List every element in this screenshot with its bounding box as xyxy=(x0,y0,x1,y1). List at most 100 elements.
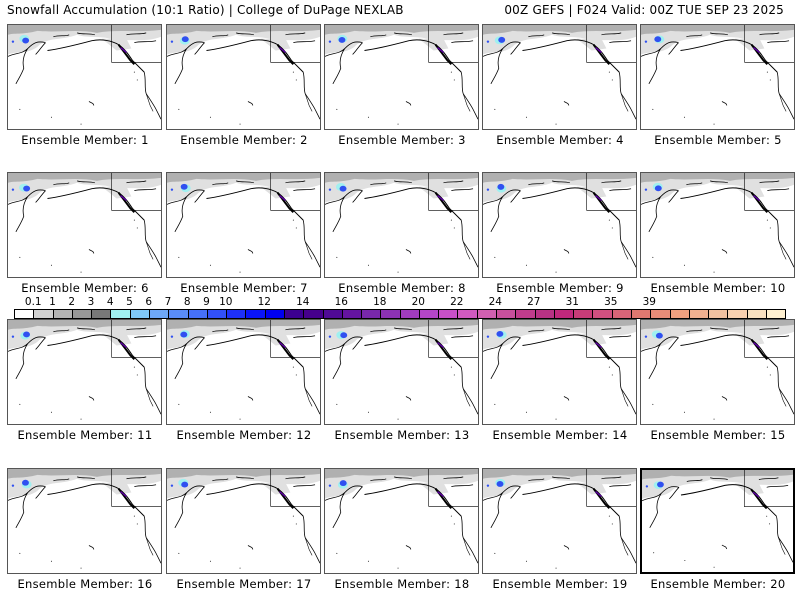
ensemble-member-map-1 xyxy=(7,24,162,130)
colorbar-swatch xyxy=(362,310,382,318)
colorbar-tick-label: 39 xyxy=(642,296,656,308)
colorbar-swatch xyxy=(516,310,536,318)
colorbar-labels: 0.1 1 2 3 4 5 6 7 8 9 10 12 14 16 18 20 22 24 27 31 35 39 xyxy=(14,296,786,308)
colorbar-swatch xyxy=(265,310,285,318)
snowfall-map xyxy=(483,25,636,125)
snowfall-map xyxy=(641,173,794,273)
colorbar-swatch xyxy=(535,310,555,318)
colorbar-swatch xyxy=(188,310,208,318)
ensemble-member-label: Ensemble Member: 9 xyxy=(496,281,624,295)
ensemble-member-map-17 xyxy=(166,468,321,574)
colorbar-swatch xyxy=(728,310,748,318)
colorbar-swatch xyxy=(34,310,54,318)
colorbar-tick-label: 22 xyxy=(450,296,464,308)
ensemble-member-label: Ensemble Member: 19 xyxy=(492,577,628,591)
ensemble-member-map-4 xyxy=(482,24,637,130)
colorbar-swatch xyxy=(419,310,440,318)
colorbar-tick-label: 3 xyxy=(87,296,95,308)
colorbar-swatch xyxy=(400,310,420,318)
snowfall-map xyxy=(167,469,320,569)
snowfall-map xyxy=(641,320,794,420)
snowfall-map xyxy=(641,25,794,125)
snowfall-map xyxy=(483,469,636,569)
snowfall-map xyxy=(8,25,161,125)
colorbar-swatch xyxy=(612,310,632,318)
ensemble-member-label: Ensemble Member: 17 xyxy=(176,577,312,591)
snowfall-map xyxy=(167,173,320,273)
colorbar-swatch xyxy=(207,310,228,318)
colorbar-swatch xyxy=(574,310,594,318)
colorbar-tick-label: 35 xyxy=(604,296,618,308)
colorbar-tick-label: 6 xyxy=(145,296,153,308)
ensemble-member-label: Ensemble Member: 10 xyxy=(650,281,786,295)
ensemble-member-label: Ensemble Member: 18 xyxy=(334,577,470,591)
ensemble-member-map-12 xyxy=(166,319,321,425)
ensemble-member-map-15 xyxy=(640,319,795,425)
colorbar-tick-label: 14 xyxy=(296,296,310,308)
colorbar-tick-label: 9 xyxy=(203,296,210,308)
ensemble-member-map-7 xyxy=(166,172,321,278)
map-title: Snowfall Accumulation (10:1 Ratio) | Col… xyxy=(7,3,404,17)
ensemble-member-map-11 xyxy=(7,319,162,425)
snowfall-map xyxy=(167,320,320,420)
ensemble-member-label: Ensemble Member: 15 xyxy=(650,428,786,442)
ensemble-member-label: Ensemble Member: 5 xyxy=(654,133,782,147)
colorbar-tick-label: 1 xyxy=(49,296,56,308)
colorbar-swatch xyxy=(342,310,363,318)
colorbar-swatch xyxy=(92,310,112,318)
colorbar-tick-label: 12 xyxy=(257,296,271,308)
colorbar-swatch xyxy=(381,310,401,318)
colorbar-tick-label: 0.1 xyxy=(24,296,42,308)
ensemble-member-map-3 xyxy=(324,24,479,130)
ensemble-member-map-5 xyxy=(640,24,795,130)
colorbar-swatch xyxy=(670,310,690,318)
colorbar-tick-label: 10 xyxy=(219,296,233,308)
colorbar-tick-label: 5 xyxy=(126,296,133,308)
colorbar-swatch xyxy=(709,310,729,318)
ensemble-member-map-19 xyxy=(482,468,637,574)
snowfall-map xyxy=(483,173,636,273)
snowfall-map xyxy=(167,25,320,125)
colorbar-tick-label: 4 xyxy=(106,296,114,308)
colorbar-swatch xyxy=(169,310,189,318)
colorbar-tick-label: 31 xyxy=(565,296,579,308)
ensemble-member-label: Ensemble Member: 7 xyxy=(180,281,308,295)
colorbar-swatch xyxy=(497,310,517,318)
colorbar-tick-label: 7 xyxy=(164,296,172,308)
colorbar-tick-label: 2 xyxy=(68,296,76,308)
colorbar-swatch xyxy=(284,310,305,318)
colorbar-swatch xyxy=(477,310,498,318)
ensemble-member-label: Ensemble Member: 3 xyxy=(338,133,466,147)
snowfall-map xyxy=(8,320,161,420)
ensemble-member-label: Ensemble Member: 14 xyxy=(492,428,628,442)
ensemble-member-map-16 xyxy=(7,468,162,574)
ensemble-member-label: Ensemble Member: 4 xyxy=(496,133,624,147)
ensemble-member-map-8 xyxy=(324,172,479,278)
colorbar-swatch xyxy=(766,310,786,318)
ensemble-member-map-6 xyxy=(7,172,162,278)
colorbar-swatch xyxy=(149,310,170,318)
colorbar-swatch xyxy=(458,310,478,318)
colorbar-tick-label: 20 xyxy=(411,296,425,308)
ensemble-member-label: Ensemble Member: 11 xyxy=(17,428,153,442)
colorbar-swatch xyxy=(227,310,247,318)
colorbar-swatch xyxy=(53,310,73,318)
snowfall-map xyxy=(642,470,793,568)
ensemble-member-label: Ensemble Member: 6 xyxy=(21,281,149,295)
colorbar-swatch xyxy=(632,310,652,318)
ensemble-member-map-14 xyxy=(482,319,637,425)
ensemble-member-map-2 xyxy=(166,24,321,130)
colorbar-swatch xyxy=(15,310,35,318)
ensemble-member-map-13 xyxy=(324,319,479,425)
run-valid-time: 00Z GEFS | F024 Valid: 00Z TUE SEP 23 20… xyxy=(504,3,784,17)
colorbar-swatch xyxy=(130,310,150,318)
ensemble-member-map-9 xyxy=(482,172,637,278)
ensemble-member-map-10 xyxy=(640,172,795,278)
ensemble-member-map-18 xyxy=(324,468,479,574)
ensemble-member-label: Ensemble Member: 8 xyxy=(338,281,466,295)
colorbar-swatch xyxy=(651,310,671,318)
colorbar-tick-label: 24 xyxy=(488,296,502,308)
ensemble-member-label: Ensemble Member: 16 xyxy=(17,577,153,591)
snowfall-map xyxy=(8,469,161,569)
colorbar-swatch xyxy=(304,310,324,318)
